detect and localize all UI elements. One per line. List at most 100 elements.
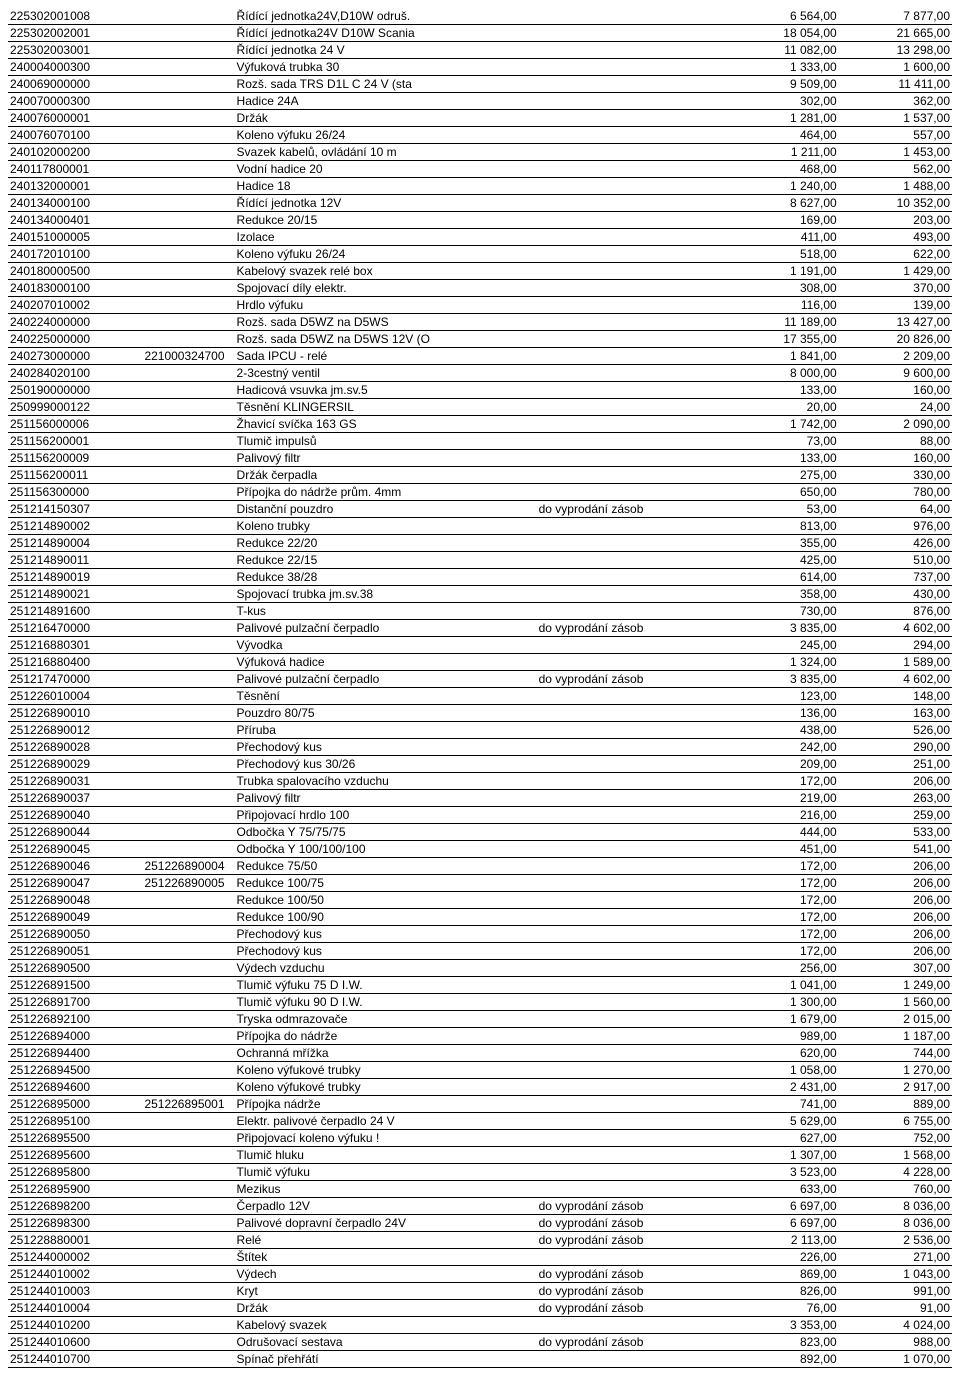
part-code-1: 240070000300: [8, 93, 121, 110]
price-2: 744,00: [839, 1045, 952, 1062]
part-code-2: [121, 1147, 234, 1164]
note: [537, 195, 726, 212]
table-row: 251226890046251226890004Redukce 75/50172…: [8, 858, 952, 875]
part-code-2: [121, 1351, 234, 1368]
table-row: 240134000401Redukce 20/15169,00203,00: [8, 212, 952, 229]
price-1: 302,00: [725, 93, 838, 110]
price-2: 88,00: [839, 433, 952, 450]
part-code-1: 251226894400: [8, 1045, 121, 1062]
price-2: 622,00: [839, 246, 952, 263]
note: [537, 484, 726, 501]
table-row: 240172010100Koleno výfuku 26/24518,00622…: [8, 246, 952, 263]
part-code-2: [121, 501, 234, 518]
table-row: 251244010003Krytdo vyprodání zásob826,00…: [8, 1283, 952, 1300]
price-1: 627,00: [725, 1130, 838, 1147]
price-2: 4 602,00: [839, 620, 952, 637]
table-row: 251226890047251226890005Redukce 100/7517…: [8, 875, 952, 892]
description: Kabelový svazek relé box: [235, 263, 537, 280]
part-code-1: 240134000401: [8, 212, 121, 229]
part-code-1: 251226894600: [8, 1079, 121, 1096]
table-row: 251214891600T-kus730,00876,00: [8, 603, 952, 620]
description: Tlumič výfuku 90 D I.W.: [235, 994, 537, 1011]
note: [537, 892, 726, 909]
part-code-2: [121, 1300, 234, 1317]
note: [537, 59, 726, 76]
description: Trubka spalovacího vzduchu: [235, 773, 537, 790]
price-2: 988,00: [839, 1334, 952, 1351]
part-code-2: [121, 586, 234, 603]
part-code-2: [121, 705, 234, 722]
part-code-2: [121, 569, 234, 586]
table-row: 251156200011Držák čerpadla275,00330,00: [8, 467, 952, 484]
price-1: 1 679,00: [725, 1011, 838, 1028]
part-code-1: 251214891600: [8, 603, 121, 620]
part-code-1: 250999000122: [8, 399, 121, 416]
description: Připojovací hrdlo 100: [235, 807, 537, 824]
part-code-1: 240117800001: [8, 161, 121, 178]
description: Redukce 100/90: [235, 909, 537, 926]
price-2: 533,00: [839, 824, 952, 841]
part-code-2: [121, 467, 234, 484]
table-row: 251156200001Tlumič impulsů73,0088,00: [8, 433, 952, 450]
price-2: 426,00: [839, 535, 952, 552]
note: [537, 8, 726, 25]
note: [537, 518, 726, 535]
price-1: 468,00: [725, 161, 838, 178]
part-code-2: [121, 25, 234, 42]
table-row: 251226891500Tlumič výfuku 75 D I.W.1 041…: [8, 977, 952, 994]
price-2: 1 070,00: [839, 1351, 952, 1368]
description: Řídící jednotka24V,D10W odruš.: [235, 8, 537, 25]
table-row: 240004000300Výfuková trubka 301 333,001 …: [8, 59, 952, 76]
part-code-2: [121, 229, 234, 246]
note: [537, 76, 726, 93]
part-code-1: 251226890031: [8, 773, 121, 790]
price-2: 206,00: [839, 875, 952, 892]
price-1: 1 058,00: [725, 1062, 838, 1079]
description: Vodní hadice 20: [235, 161, 537, 178]
price-1: 444,00: [725, 824, 838, 841]
price-2: 160,00: [839, 450, 952, 467]
note: [537, 654, 726, 671]
price-1: 2 431,00: [725, 1079, 838, 1096]
part-code-1: 240134000100: [8, 195, 121, 212]
note: [537, 994, 726, 1011]
description: Výfuková trubka 30: [235, 59, 537, 76]
part-code-2: [121, 1164, 234, 1181]
description: Redukce 20/15: [235, 212, 537, 229]
part-code-1: 240076070100: [8, 127, 121, 144]
table-row: 251226890044Odbočka Y 75/75/75444,00533,…: [8, 824, 952, 841]
price-2: 8 036,00: [839, 1198, 952, 1215]
part-code-1: 251214890002: [8, 518, 121, 535]
price-1: 3 353,00: [725, 1317, 838, 1334]
note: [537, 110, 726, 127]
note: [537, 773, 726, 790]
price-2: 1 429,00: [839, 263, 952, 280]
description: Redukce 100/50: [235, 892, 537, 909]
table-row: 251226890028Přechodový kus242,00290,00: [8, 739, 952, 756]
description: Držák čerpadla: [235, 467, 537, 484]
note: [537, 824, 726, 841]
part-code-2: [121, 263, 234, 280]
description: Sada IPCU - relé: [235, 348, 537, 365]
note: [537, 807, 726, 824]
price-2: 294,00: [839, 637, 952, 654]
description: Žhavicí svíčka 163 GS: [235, 416, 537, 433]
part-code-2: [121, 1215, 234, 1232]
note: [537, 331, 726, 348]
price-2: 148,00: [839, 688, 952, 705]
part-code-2: [121, 1198, 234, 1215]
note: [537, 399, 726, 416]
table-row: 251244010200Kabelový svazek3 353,004 024…: [8, 1317, 952, 1334]
table-row: 240076000001Držák1 281,001 537,00: [8, 110, 952, 127]
price-2: 163,00: [839, 705, 952, 722]
note: [537, 382, 726, 399]
description: Štítek: [235, 1249, 537, 1266]
note: [537, 450, 726, 467]
description: Koleno výfukové trubky: [235, 1079, 537, 1096]
part-code-1: 225302002001: [8, 25, 121, 42]
table-row: 251226010004Těsnění123,00148,00: [8, 688, 952, 705]
part-code-1: 251156000006: [8, 416, 121, 433]
part-code-1: 251156200011: [8, 467, 121, 484]
price-1: 123,00: [725, 688, 838, 705]
table-row: 251226894400Ochranná mřížka620,00744,00: [8, 1045, 952, 1062]
